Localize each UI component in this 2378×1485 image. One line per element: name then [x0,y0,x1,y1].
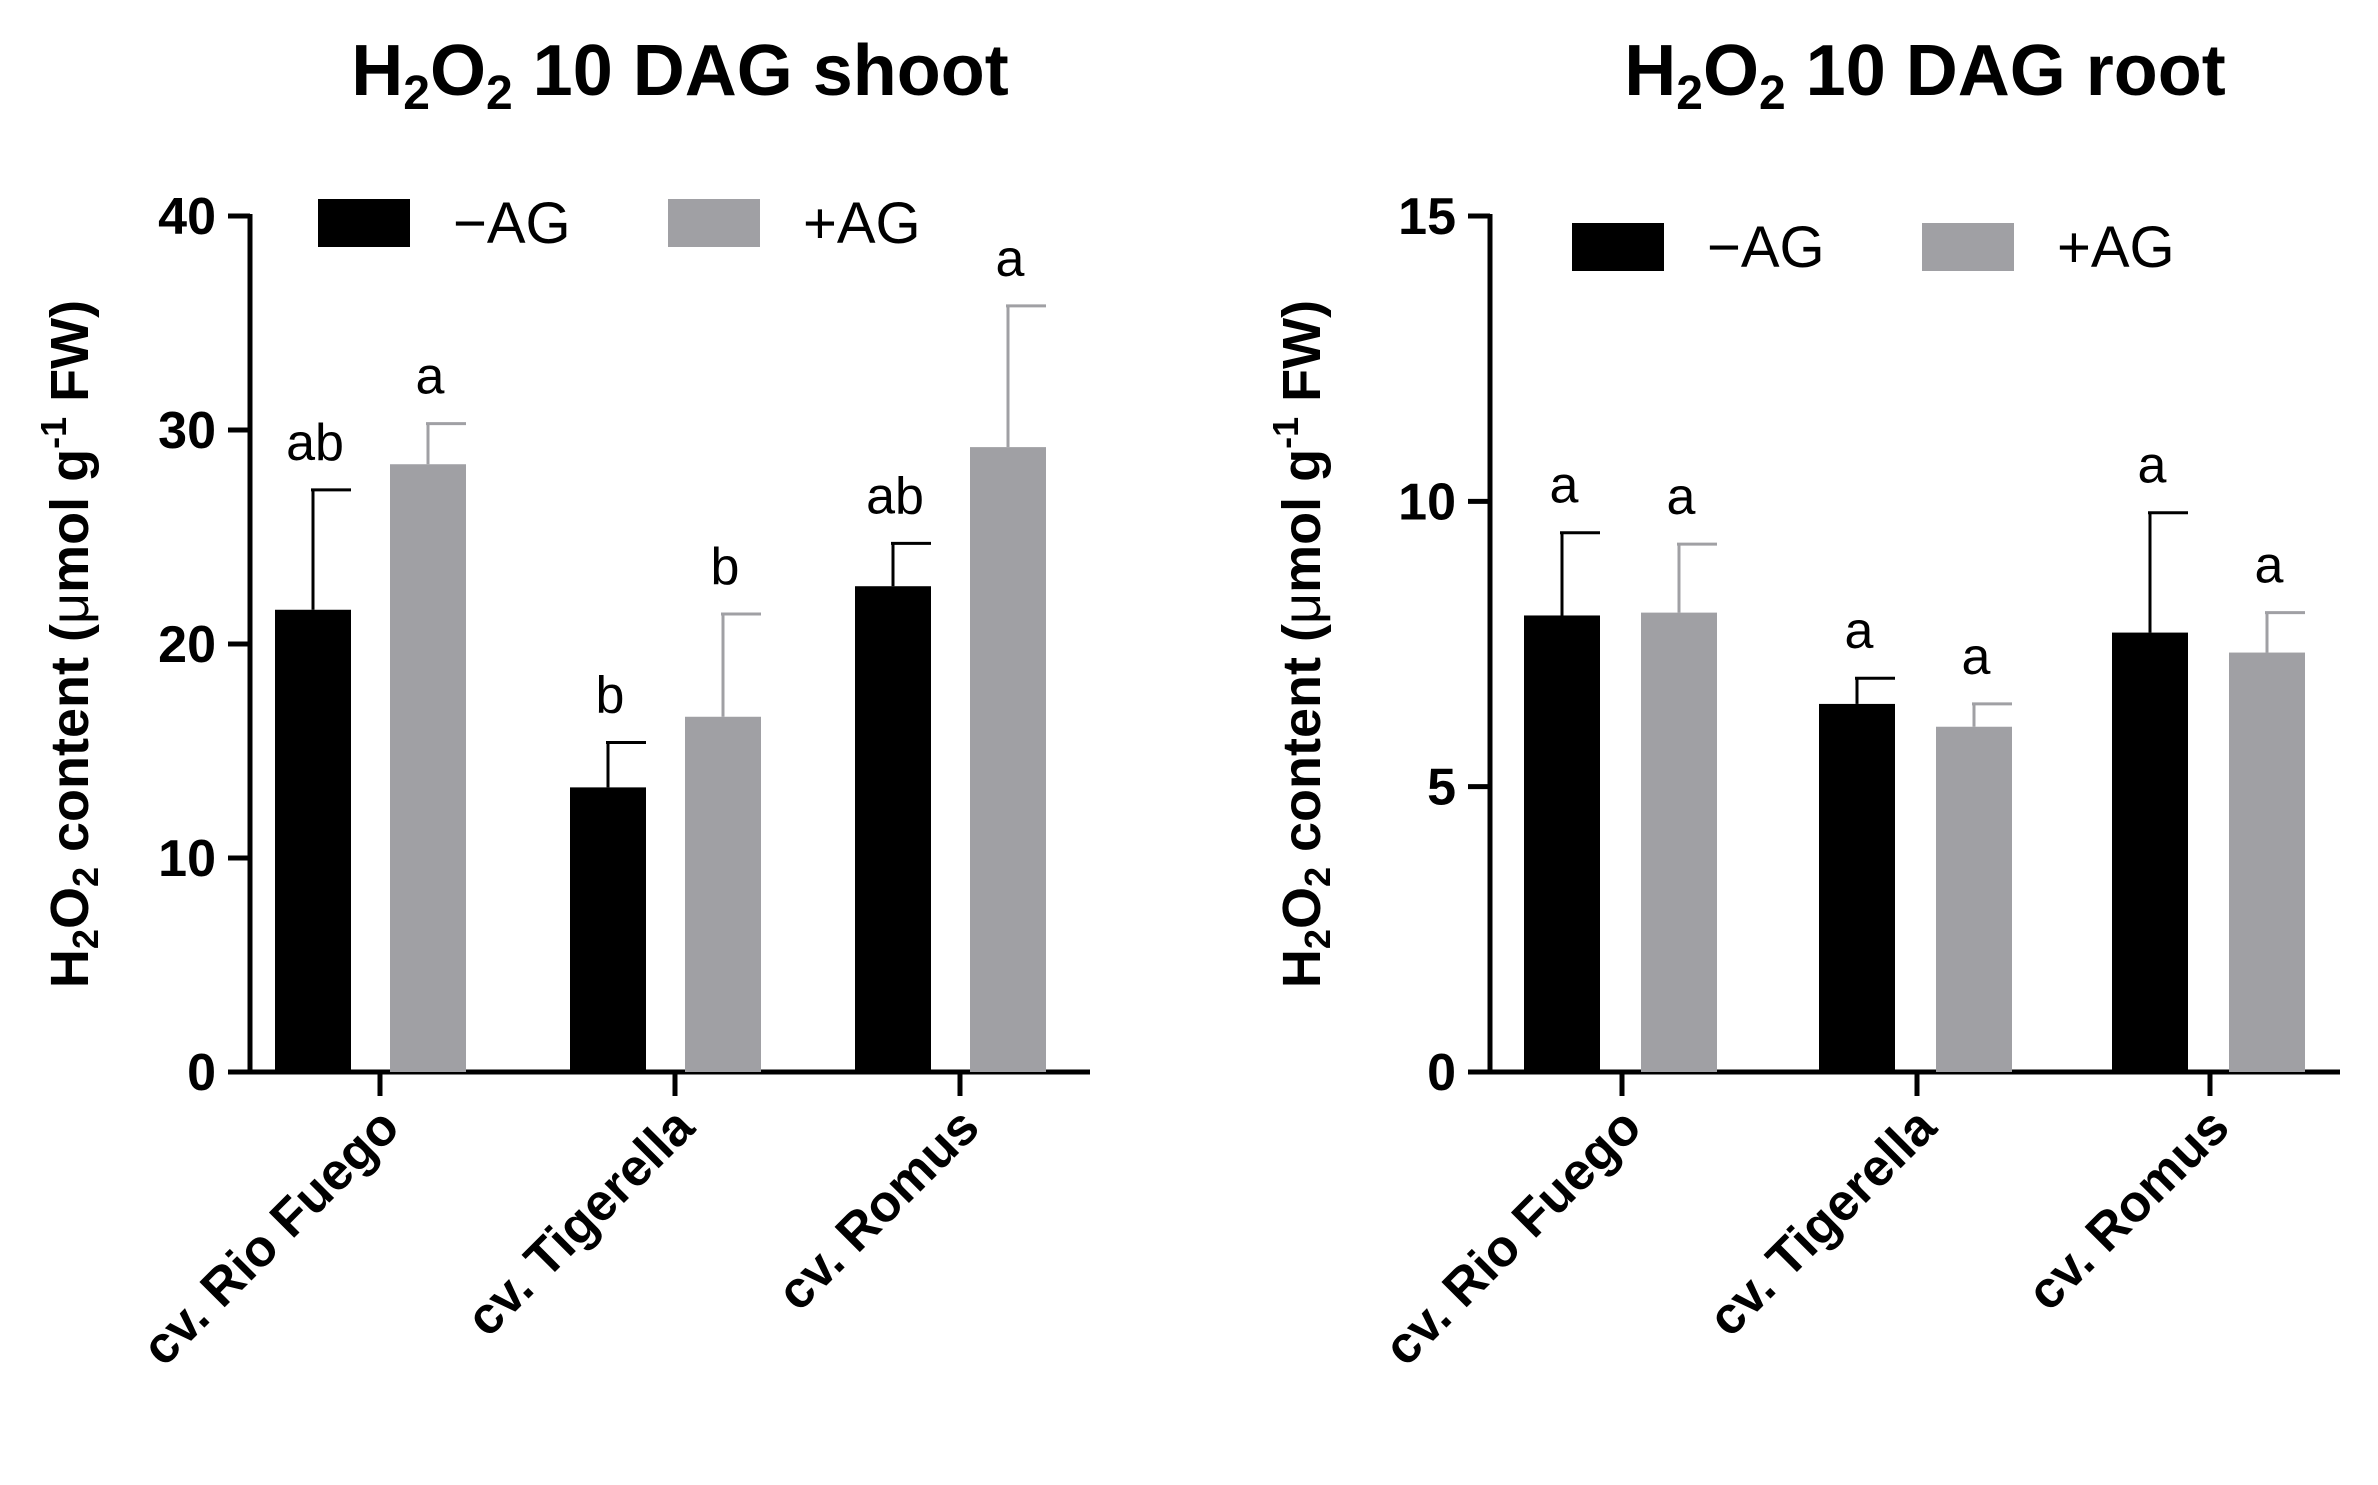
bar-minus-ag [1524,615,1600,1072]
y-axis-label-superscript: -1 [33,417,74,449]
chart-title-subscript: 2 [1676,67,1703,120]
chart-title-part: 10 DAG root [1786,31,2226,111]
chart-title-subscript: 2 [1759,67,1786,120]
y-axis-label: H2O2 content (μmol g-1 FW) [33,300,106,988]
bar-plus-ag [390,464,466,1072]
y-axis-label-subscript: 2 [65,929,106,949]
bar-plus-ag [2229,652,2305,1072]
legend-swatch-plus-ag [668,199,760,247]
x-tick-label: cv. Romus [2016,1097,2240,1321]
y-axis-label-part: mol g [1272,449,1332,593]
legend-swatch-minus-ag [1572,223,1664,271]
y-axis-label-part: O [1272,887,1332,929]
y-axis-label-mu: μ [1272,593,1332,624]
x-tick-label: cv. Romus [766,1097,990,1321]
bar-minus-ag [570,787,646,1072]
bar-plus-ag [1936,726,2012,1072]
y-tick-label: 10 [1398,473,1456,531]
legend-label-plus-ag: +AG [2057,215,2175,280]
y-tick-label: 0 [187,1044,216,1102]
chart-title-part: H [351,31,403,111]
y-tick-label: 5 [1427,759,1456,817]
significance-label: ab [286,414,344,472]
significance-label: ab [866,467,924,525]
bar-plus-ag [685,716,761,1072]
significance-label: a [1845,602,1874,660]
legend-label-minus-ag: −AG [1707,215,1825,280]
chart-title-part: O [1703,31,1759,111]
chart-title: H2O2 10 DAG shoot [351,31,1009,120]
y-tick-label: 40 [158,188,216,246]
legend-label-plus-ag: +AG [803,191,921,256]
bar-minus-ag [1819,703,1895,1072]
chart-title-subscript: 2 [486,67,513,120]
y-tick-label: 30 [158,402,216,460]
bar-plus-ag [1641,612,1717,1072]
legend-swatch-plus-ag [1922,223,2014,271]
x-tick-label: cv. Rio Fuego [1373,1097,1652,1376]
legend-swatch-minus-ag [318,199,410,247]
chart-title-subscript: 2 [403,67,430,120]
y-axis-label-part: content ( [1272,624,1332,867]
y-axis-label-subscript: 2 [65,867,106,887]
chart-title: H2O2 10 DAG root [1624,31,2225,120]
y-axis-label-part: FW) [40,300,100,417]
chart-title-part: O [430,31,486,111]
legend-label-minus-ag: −AG [453,191,571,256]
significance-label: a [1962,628,1991,686]
y-axis-label-part: FW) [1272,300,1332,417]
y-axis-label-part: mol g [40,449,100,593]
y-tick-label: 20 [158,616,216,674]
x-tick-label: cv. Tigerella [455,1097,706,1348]
significance-label: a [996,230,1025,288]
bar-plus-ag [970,447,1046,1072]
y-tick-label: 10 [158,830,216,888]
y-axis-label-mu: μ [40,593,100,624]
y-axis-label-subscript: 2 [1297,867,1338,887]
x-tick-label: cv. Rio Fuego [131,1097,410,1376]
bar-minus-ag [275,609,351,1072]
y-tick-label: 15 [1398,188,1456,246]
significance-label: a [1667,468,1696,526]
y-axis-label: H2O2 content (μmol g-1 FW) [1265,300,1338,988]
chart-title-part: H [1624,31,1676,111]
y-axis-label-subscript: 2 [1297,929,1338,949]
significance-label: a [2138,437,2167,495]
significance-label: a [1550,457,1579,515]
significance-label: a [416,348,445,406]
y-axis-label-superscript: -1 [1265,417,1306,449]
bar-minus-ag [855,586,931,1072]
x-tick-label: cv. Tigerella [1697,1097,1948,1348]
significance-label: b [711,538,740,596]
chart-title-part: 10 DAG shoot [513,31,1009,111]
bar-minus-ag [2112,632,2188,1072]
y-tick-label: 0 [1427,1044,1456,1102]
y-axis-label-part: O [40,887,100,929]
y-axis-label-part: H [1272,949,1332,988]
significance-label: b [596,666,625,724]
y-axis-label-part: H [40,949,100,988]
significance-label: a [2255,537,2284,595]
y-axis-label-part: content ( [40,624,100,867]
